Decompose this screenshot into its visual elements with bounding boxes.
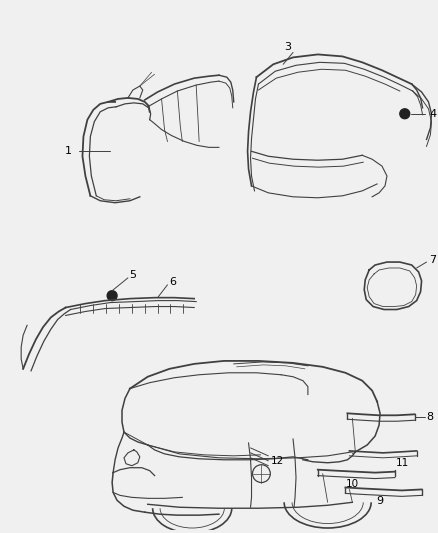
- Text: 9: 9: [377, 496, 384, 506]
- Text: 12: 12: [271, 456, 285, 466]
- Circle shape: [400, 109, 410, 119]
- Text: 6: 6: [169, 277, 176, 287]
- Text: 1: 1: [65, 147, 72, 156]
- Text: 8: 8: [427, 412, 434, 422]
- Text: 5: 5: [129, 270, 136, 280]
- Text: 11: 11: [396, 458, 410, 468]
- Circle shape: [107, 290, 117, 301]
- Text: 4: 4: [430, 109, 437, 119]
- Text: 10: 10: [346, 479, 359, 489]
- Text: 3: 3: [285, 42, 292, 52]
- Text: 7: 7: [430, 255, 437, 265]
